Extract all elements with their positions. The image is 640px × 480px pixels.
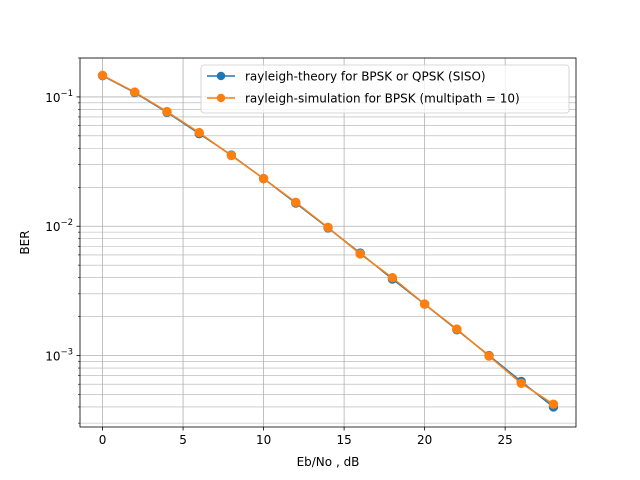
series-2-point xyxy=(162,106,172,117)
x-tick-label: 25 xyxy=(498,433,513,447)
series-2-point xyxy=(452,324,462,334)
y-axis-label: BER xyxy=(18,230,32,254)
x-tick-label: 0 xyxy=(99,433,107,447)
x-tick-label: 5 xyxy=(179,433,187,447)
x-tick-label: 15 xyxy=(336,433,351,447)
legend-swatch-marker xyxy=(216,93,226,103)
series-2-point xyxy=(516,378,526,388)
legend-box xyxy=(200,64,570,114)
series-2-point xyxy=(226,150,237,161)
series-2-point xyxy=(291,197,301,208)
series-2-point xyxy=(323,222,333,233)
x-tick-label: 10 xyxy=(256,433,271,447)
y-tick-label: 10−3 xyxy=(45,348,73,364)
series-2 xyxy=(97,70,559,409)
x-axis: 0 5 10 15 20 25 xyxy=(99,427,513,447)
series-2-point xyxy=(484,351,494,361)
legend-label: rayleigh-theory for BPSK or QPSK (SISO) xyxy=(245,70,486,84)
plot-area-frame xyxy=(79,57,577,428)
x-tick-label: 20 xyxy=(417,433,432,447)
legend: rayleigh-theory for BPSK or QPSK (SISO) r… xyxy=(200,64,570,114)
series-2-point xyxy=(130,87,140,97)
y-axis: 10−3 10−2 10−1 xyxy=(45,57,80,424)
series-2-point xyxy=(97,70,108,80)
series-2-point xyxy=(419,299,430,309)
legend-label: rayleigh-simulation for BPSK (multipath … xyxy=(245,92,520,106)
series-2-point xyxy=(258,173,269,184)
legend-swatch-marker xyxy=(216,71,226,81)
y-tick-label: 10−2 xyxy=(45,218,73,234)
series-2-point xyxy=(548,399,559,409)
y-tick-label: 10−1 xyxy=(45,89,73,105)
series-2-point xyxy=(355,249,365,259)
series-layer xyxy=(97,70,559,412)
series-2-point xyxy=(194,127,204,138)
series-2-point xyxy=(387,272,398,283)
x-axis-label: Eb/No , dB xyxy=(297,455,360,469)
